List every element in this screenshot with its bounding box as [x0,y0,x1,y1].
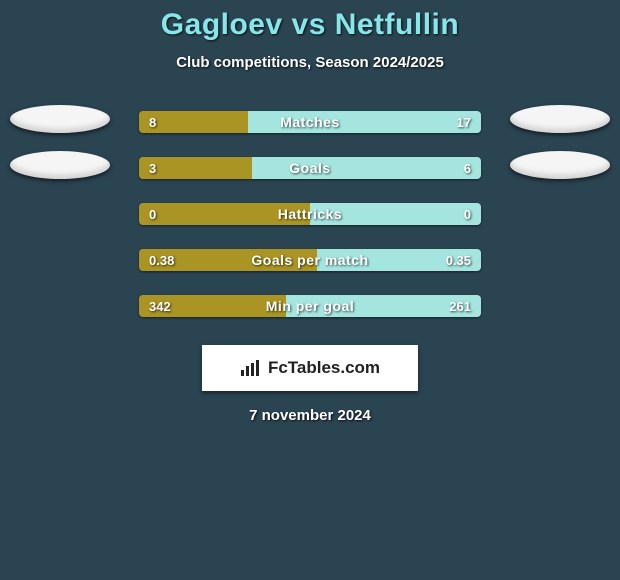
chart-icon [240,359,262,377]
bar-segment-left [139,295,286,317]
page-title: Gagloev vs Netfullin [0,8,620,42]
stat-row: 342261Min per goal [0,283,620,329]
bar-segment-right [317,249,481,271]
logo-text: FcTables.com [268,358,380,378]
comparison-card: Gagloev vs Netfullin Club competitions, … [0,0,620,424]
stat-row: 0.380.35Goals per match [0,237,620,283]
stat-bar: 342261Min per goal [139,295,481,317]
stat-bar: 0.380.35Goals per match [139,249,481,271]
bar-segment-left [139,111,248,133]
stat-bar: 00Hattricks [139,203,481,225]
stat-row: 817Matches [0,99,620,145]
stat-row: 36Goals [0,145,620,191]
bar-segment-right [310,203,481,225]
stat-rows: 817Matches 36Goals 00Hattricks 0.380.35Goal… [0,99,620,329]
stat-bar: 817Matches [139,111,481,133]
player-badge-right [510,151,610,179]
bar-segment-left [139,249,317,271]
bar-segment-right [248,111,481,133]
subtitle: Club competitions, Season 2024/2025 [0,54,620,71]
source-logo[interactable]: FcTables.com [202,345,418,391]
date-text: 7 november 2024 [0,407,620,424]
player-badge-left [10,105,110,133]
bar-segment-left [139,203,310,225]
player-badge-right [510,105,610,133]
stat-row: 00Hattricks [0,191,620,237]
bar-segment-right [286,295,481,317]
bar-segment-right [252,157,481,179]
bar-segment-left [139,157,252,179]
stat-bar: 36Goals [139,157,481,179]
player-badge-left [10,151,110,179]
